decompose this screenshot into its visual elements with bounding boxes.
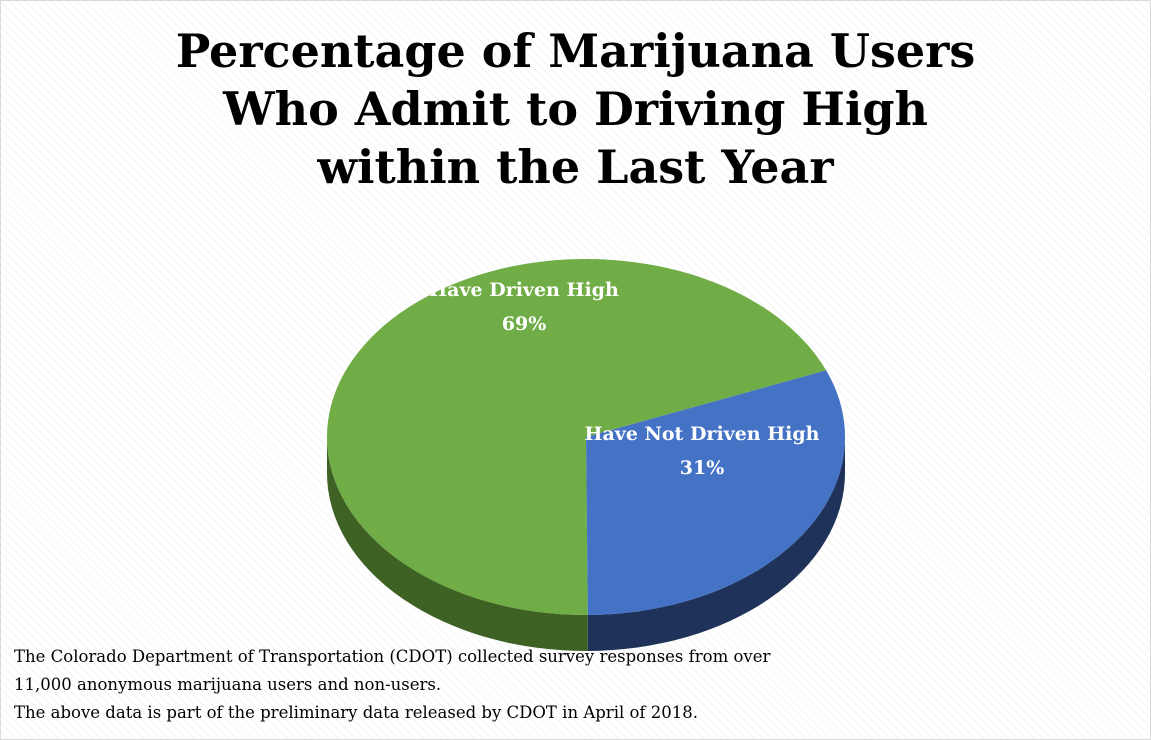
pie-tops [327,259,846,615]
slice-not-driven-high [586,370,846,615]
chart-title-line-3: within the Last Year [317,140,834,194]
slice-label-driven-high-percent: 69% [502,313,547,335]
pie-sides [327,437,845,651]
chart-title: Percentage of Marijuana Users Who Admit … [0,22,1151,196]
slice-driven-high [327,259,827,615]
chart-title-line-2: Who Admit to Driving High [223,82,928,136]
slice-label-not-driven-high-name: Have Not Driven High [585,423,820,445]
pie-labels: Have Driven High 69% Have Not Driven Hig… [429,279,819,479]
chart-caption: The Colorado Department of Transportatio… [14,643,1134,727]
caption-line-1: The Colorado Department of Transportatio… [14,647,771,666]
slice-side-driven-high [327,437,588,651]
slice-label-driven-high-name: Have Driven High [429,279,619,301]
caption-line-3: The above data is part of the preliminar… [14,703,699,722]
slice-label-not-driven-high-percent: 31% [680,457,725,479]
slice-side-not-driven-high [587,437,845,651]
chart-title-line-1: Percentage of Marijuana Users [175,24,976,78]
caption-line-2: 11,000 anonymous marijuana users and non… [14,675,442,694]
